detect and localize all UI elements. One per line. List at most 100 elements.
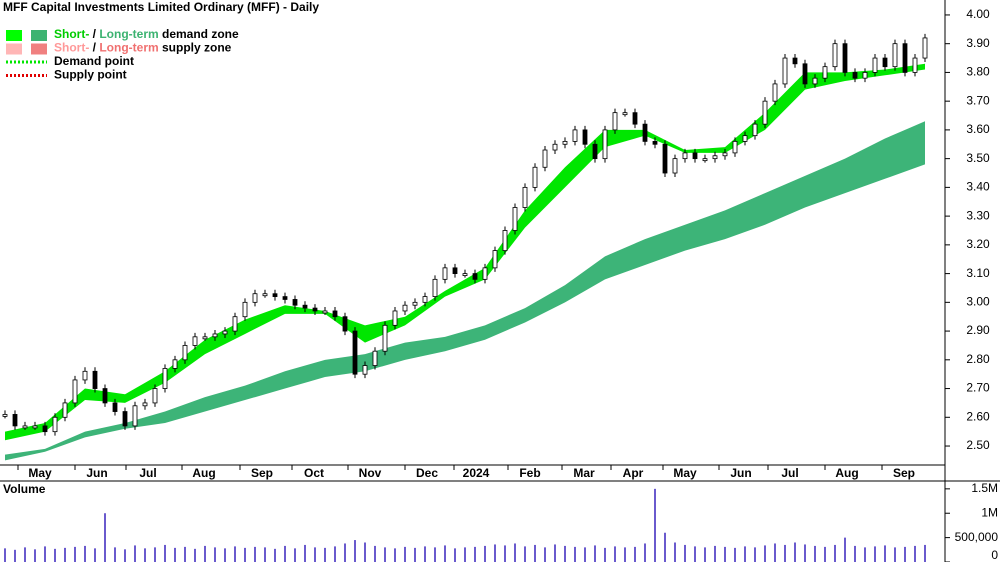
volume-bar (624, 547, 626, 562)
volume-bar (314, 547, 316, 562)
legend-part: Long-term (99, 41, 158, 55)
legend-part: Long-term (99, 27, 158, 41)
volume-bar (374, 545, 376, 562)
candle (592, 143, 598, 160)
volume-bar (24, 547, 26, 562)
y-tick-label: 3.50 (966, 151, 990, 165)
volume-bar (744, 546, 746, 562)
candle (922, 37, 928, 59)
candle (382, 324, 388, 352)
candle (2, 414, 8, 417)
candle (442, 267, 448, 280)
legend-text: Short- / Long-term demand zone (54, 27, 239, 41)
y-tick-label: 2.60 (966, 409, 990, 423)
volume-bar (224, 548, 226, 562)
legend-text: Short- / Long-term supply zone (54, 41, 232, 55)
candle (522, 186, 528, 208)
volume-bar (594, 545, 596, 562)
volume-bar (434, 547, 436, 562)
volume-tick-label: 1M (981, 505, 998, 519)
volume-bar (774, 543, 776, 562)
candle (662, 143, 668, 174)
candle (142, 402, 148, 407)
candle (52, 416, 58, 433)
volume-bar (44, 546, 46, 562)
volume-bar (14, 549, 16, 562)
volume-bar (644, 543, 646, 562)
volume-bar (254, 546, 256, 562)
volume-bar (584, 547, 586, 562)
x-tick-label: Sep (893, 466, 915, 480)
y-tick-label: 3.10 (966, 266, 990, 280)
candle (242, 301, 248, 318)
y-tick-label: 3.90 (966, 36, 990, 50)
candle (472, 273, 478, 280)
y-tick-label: 4.00 (966, 7, 990, 21)
short-term-zone (5, 63, 925, 441)
x-tick-label: Mar (573, 466, 595, 480)
volume-bar (734, 547, 736, 562)
volume-bar (334, 546, 336, 562)
candle (232, 316, 238, 332)
candle (312, 307, 318, 312)
volume-bar (294, 548, 296, 562)
volume-bar (234, 546, 236, 562)
volume-bar (794, 542, 796, 562)
legend-part: supply zone (159, 41, 232, 55)
candle (562, 140, 568, 145)
volume-bar (494, 544, 496, 562)
volume-bar (884, 545, 886, 562)
volume-bar (464, 547, 466, 562)
candle (532, 166, 538, 188)
candle (362, 365, 368, 375)
volume-bar (4, 548, 6, 562)
volume-bar (844, 537, 846, 562)
legend-part: Supply point (54, 68, 127, 82)
candle (282, 296, 288, 300)
candle (692, 152, 698, 160)
candle (812, 77, 818, 85)
candle (572, 129, 578, 142)
volume-bar (714, 545, 716, 562)
volume-bar (104, 513, 106, 562)
x-tick-label: Jun (86, 466, 107, 480)
candle (392, 310, 398, 326)
x-tick-label: Aug (192, 466, 215, 480)
candle (412, 301, 418, 306)
candle (172, 359, 178, 369)
volume-bar (764, 545, 766, 562)
volume-bar (914, 545, 916, 562)
legend-part: / (89, 27, 99, 41)
candle (702, 158, 708, 162)
candle (842, 43, 848, 73)
candle (82, 370, 88, 381)
x-tick-label: Jun (730, 466, 751, 480)
volume-bar (164, 544, 166, 562)
legend-part: demand zone (159, 27, 239, 41)
volume-tick-label: 0 (991, 548, 998, 562)
volume-bar (264, 547, 266, 562)
volume-bar (814, 545, 816, 562)
candle (102, 388, 108, 404)
volume-bar (154, 547, 156, 562)
volume-bar (574, 546, 576, 562)
volume-bar (604, 547, 606, 562)
y-tick-label: 2.90 (966, 323, 990, 337)
candle (622, 112, 628, 116)
volume-bar (344, 543, 346, 562)
candle (42, 425, 48, 433)
legend-text: Supply point (54, 68, 127, 82)
candle (32, 425, 38, 429)
candle (722, 152, 728, 157)
legend-part: Short- (54, 41, 89, 55)
candle (112, 402, 118, 412)
candle (712, 155, 718, 160)
volume-bar (84, 545, 86, 562)
legend-swatch (31, 30, 47, 41)
candle (852, 72, 858, 79)
candle (802, 63, 808, 85)
x-tick-label: 2024 (463, 466, 490, 480)
candle (772, 83, 778, 102)
y-tick-label: 3.20 (966, 237, 990, 251)
candle (262, 293, 268, 297)
